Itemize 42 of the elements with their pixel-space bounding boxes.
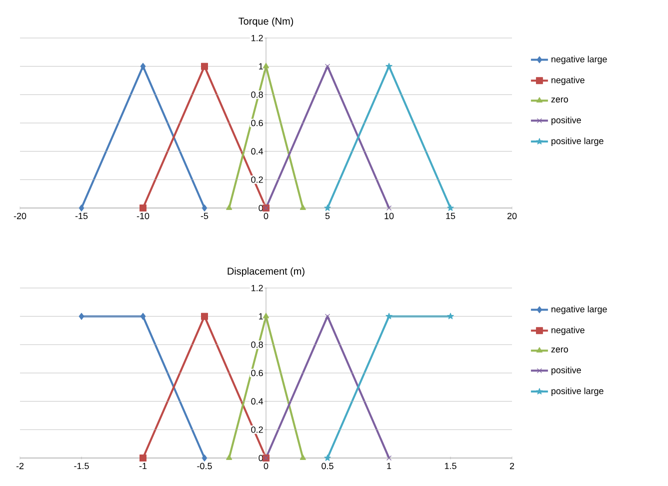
y-tick-label: 0.2 bbox=[251, 426, 263, 433]
x-tick-label: 1 bbox=[387, 462, 392, 470]
x-tick-label: -20 bbox=[14, 212, 26, 220]
legend-label: negative bbox=[552, 326, 584, 336]
x-tick-label: 0 bbox=[264, 212, 268, 220]
x-tick-label: -15 bbox=[75, 212, 88, 220]
x-tick-label: 20 bbox=[507, 212, 517, 220]
x-tick-label: -0.5 bbox=[197, 462, 212, 470]
x-tick-label: -1 bbox=[139, 462, 147, 470]
y-tick-label: 0.2 bbox=[251, 176, 263, 183]
y-tick-label: 1 bbox=[259, 313, 263, 320]
y-tick-label: 1.2 bbox=[252, 34, 263, 42]
x-tick-label: -5 bbox=[200, 212, 208, 220]
legend-label: positive bbox=[552, 116, 581, 126]
legend-label: negative large bbox=[552, 306, 607, 314]
y-tick-label: 1.2 bbox=[252, 284, 263, 292]
x-tick-label: 5 bbox=[325, 212, 330, 220]
y-tick-label: 0.8 bbox=[251, 91, 263, 98]
x-tick-label: 1.5 bbox=[444, 462, 456, 470]
legend-label: positive bbox=[552, 366, 581, 376]
y-tick-label: 1 bbox=[259, 63, 263, 70]
x-tick-label: -2 bbox=[16, 462, 24, 470]
x-tick-label: 0 bbox=[264, 462, 268, 470]
x-tick-label: 2 bbox=[510, 462, 514, 470]
x-tick-label: -10 bbox=[136, 212, 150, 220]
legend-label: negative bbox=[552, 76, 584, 86]
chart-title: Displacement (m) bbox=[228, 267, 304, 277]
legend-label: positive large bbox=[552, 138, 604, 146]
legend-label: negative large bbox=[552, 56, 607, 64]
x-tick-label: -1.5 bbox=[74, 462, 89, 470]
legend-label: positive large bbox=[552, 388, 604, 396]
x-tick-label: 0.5 bbox=[322, 462, 334, 470]
y-tick-label: 0.4 bbox=[251, 398, 264, 405]
y-tick-label: 0.8 bbox=[251, 341, 263, 348]
chart-title: Torque (Nm) bbox=[238, 17, 294, 27]
x-tick-label: 15 bbox=[446, 212, 456, 220]
y-tick-label: 0.6 bbox=[251, 370, 263, 376]
y-tick-label: 0.4 bbox=[251, 148, 264, 155]
x-tick-label: 10 bbox=[384, 212, 394, 220]
y-tick-label: 0.6 bbox=[251, 120, 263, 126]
legend-label: zero bbox=[551, 348, 568, 352]
legend-label: zero bbox=[551, 98, 568, 102]
